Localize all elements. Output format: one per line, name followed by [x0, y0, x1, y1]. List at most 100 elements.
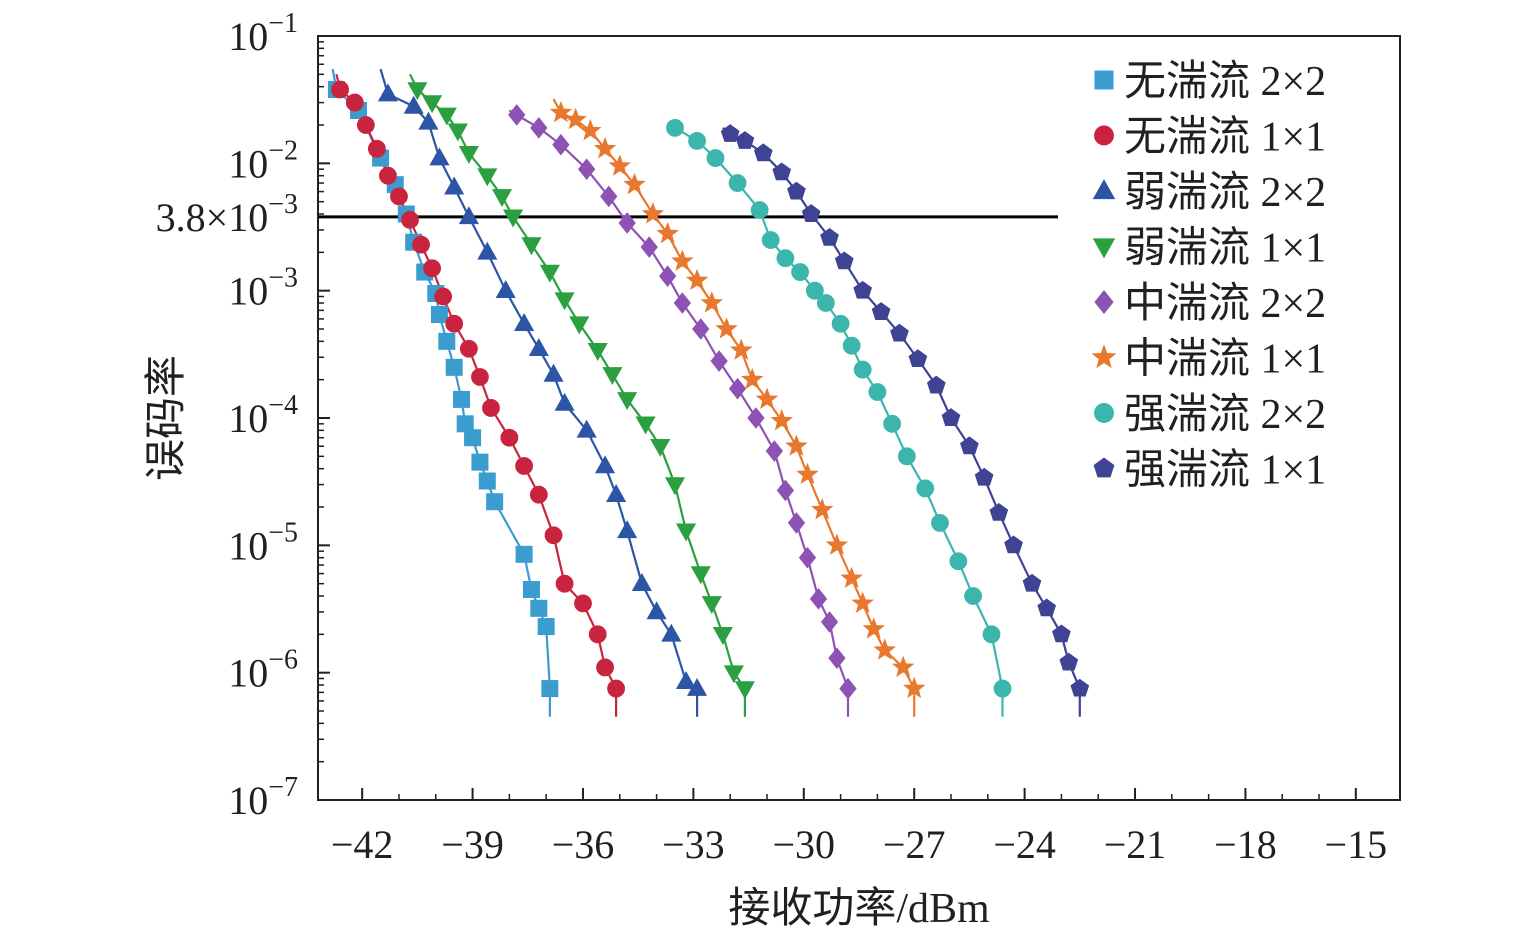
data-point [828, 647, 846, 669]
data-point [785, 434, 808, 456]
data-point [444, 176, 465, 195]
y-tick-label: 10−5 [228, 517, 298, 568]
fit-curve [508, 109, 850, 717]
data-point [712, 627, 733, 645]
data-point [842, 336, 861, 355]
x-tick-label: −36 [552, 822, 615, 867]
x-tick-label: −24 [993, 822, 1056, 867]
data-point [576, 419, 597, 438]
data-point [530, 117, 548, 139]
data-point [464, 429, 482, 447]
data-point [964, 587, 982, 605]
data-point [543, 363, 564, 382]
x-tick-label: −18 [1214, 822, 1277, 867]
data-point [690, 566, 711, 585]
data-point [656, 221, 679, 244]
data-point [401, 210, 419, 229]
data-point [422, 95, 443, 114]
data-point [608, 154, 632, 176]
data-point [747, 407, 765, 429]
data-point [728, 174, 747, 192]
data-point [974, 467, 994, 486]
legend-marker [1094, 289, 1114, 315]
data-point [574, 594, 592, 613]
data-point [564, 107, 587, 130]
data-point [776, 479, 795, 502]
data-point [459, 339, 478, 358]
data-point [701, 596, 722, 615]
data-point [834, 251, 854, 270]
legend-marker [1092, 238, 1116, 259]
x-tick-labels: −42 −39 −36 −33 −30 −27 −24 −21 −18 −15 [331, 822, 1387, 867]
legend-label: 中湍流 1×1 [1124, 337, 1326, 383]
x-tick-label: −21 [1104, 822, 1167, 867]
data-point [528, 338, 549, 357]
data-point [787, 512, 806, 534]
data-point [379, 166, 397, 185]
data-point [982, 625, 1001, 644]
data-point [587, 343, 608, 361]
data-point [897, 447, 916, 466]
threshold-line-group: 3.8×10−3 [156, 189, 1058, 240]
x-tick-label: −42 [331, 822, 394, 867]
data-point [579, 119, 602, 141]
data-point [631, 573, 652, 591]
data-point [661, 623, 682, 642]
data-point [478, 472, 496, 490]
data-point [477, 241, 498, 260]
data-point [890, 323, 909, 342]
data-point [688, 132, 706, 150]
legend-marker [1093, 457, 1115, 478]
data-point [675, 523, 697, 542]
data-point [873, 638, 896, 660]
data-point [902, 676, 926, 699]
data-point [916, 479, 935, 498]
data-point [926, 375, 946, 394]
legend-label: 强湍流 1×1 [1124, 448, 1326, 494]
data-point [908, 349, 928, 368]
data-point [618, 212, 636, 234]
data-point [554, 292, 575, 311]
data-point [607, 679, 626, 698]
data-point [578, 158, 596, 180]
data-point [403, 95, 424, 114]
data-point [514, 313, 535, 332]
data-point [1037, 598, 1057, 617]
x-tick-label: −27 [883, 822, 946, 867]
data-point [503, 209, 524, 228]
data-point [423, 259, 441, 278]
data-point [687, 677, 708, 696]
data-point [715, 317, 738, 339]
x-tick-label: −33 [662, 822, 725, 867]
data-point [331, 80, 349, 99]
data-point [741, 367, 764, 390]
data-point [554, 392, 575, 411]
data-point [685, 268, 709, 291]
data-point [666, 118, 684, 137]
legend-marker [1094, 125, 1114, 146]
fit-curves [331, 68, 1081, 717]
data-point [515, 457, 533, 475]
fit-curve [335, 74, 618, 717]
data-point [810, 498, 834, 520]
data-point [772, 162, 792, 181]
data-point [390, 187, 408, 206]
data-point [495, 280, 516, 298]
data-point [549, 100, 573, 123]
data-point [1022, 573, 1042, 592]
x-tick-label: −15 [1325, 822, 1388, 867]
data-point [640, 236, 658, 258]
data-point [671, 249, 694, 271]
data-point [1052, 624, 1071, 643]
threshold-label: 3.8×10−3 [156, 189, 298, 240]
data-point [765, 440, 783, 462]
data-point [787, 181, 806, 200]
y-axis-title: 误码率 [143, 355, 190, 481]
data-point [710, 350, 728, 372]
data-point [831, 314, 850, 333]
data-point [883, 414, 902, 433]
data-point [851, 591, 874, 613]
data-point [356, 116, 375, 134]
data-point [544, 526, 563, 545]
data-point [569, 316, 590, 335]
